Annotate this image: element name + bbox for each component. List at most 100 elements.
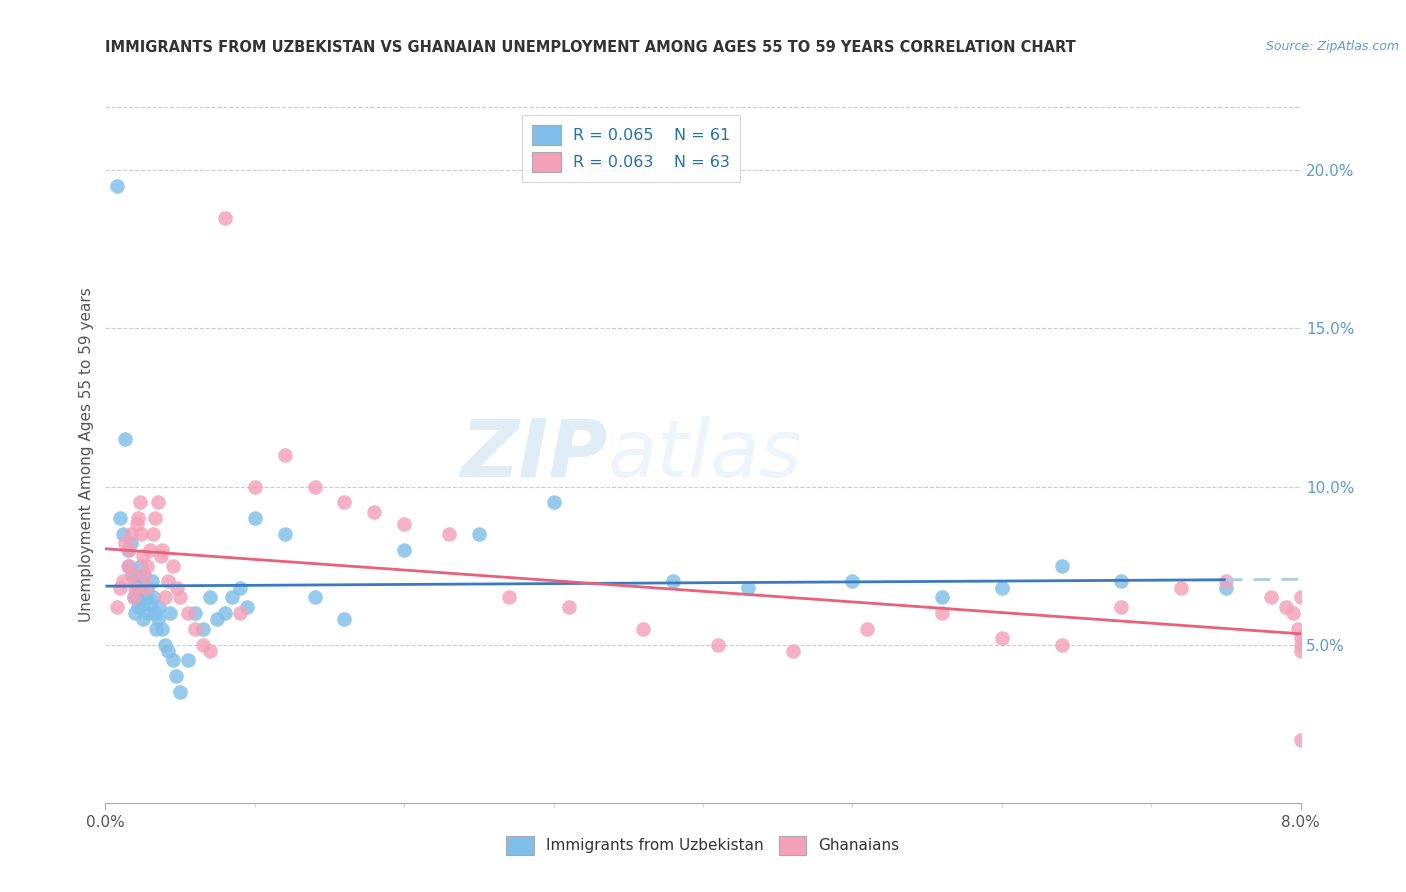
Point: [120, 527, 142, 541]
Point: [124, 574, 146, 589]
Point: [142, 591, 165, 605]
Point: [236, 599, 259, 614]
Point: [136, 581, 159, 595]
Text: IMMIGRANTS FROM UZBEKISTAN VS GHANAIAN UNEMPLOYMENT AMONG AGES 55 TO 59 YEARS CO: IMMIGRANTS FROM UZBEKISTAN VS GHANAIAN U…: [105, 40, 1076, 55]
Point: [107, 179, 129, 194]
Point: [631, 622, 654, 636]
Point: [143, 606, 166, 620]
Point: [662, 574, 685, 589]
Point: [146, 495, 169, 509]
Point: [155, 638, 177, 652]
Point: [184, 622, 207, 636]
Point: [107, 599, 129, 614]
Point: [149, 549, 172, 563]
Point: [110, 511, 132, 525]
Point: [214, 606, 236, 620]
Point: [1050, 638, 1073, 652]
Point: [229, 606, 252, 620]
Point: [150, 542, 173, 557]
Point: [155, 591, 177, 605]
Point: [157, 644, 180, 658]
Point: [191, 622, 214, 636]
Point: [333, 495, 356, 509]
Point: [176, 606, 198, 620]
Point: [856, 622, 879, 636]
Point: [221, 591, 243, 605]
Point: [136, 606, 159, 620]
Point: [112, 527, 135, 541]
Point: [1215, 574, 1237, 589]
Point: [191, 638, 214, 652]
Point: [931, 591, 953, 605]
Point: [243, 511, 266, 525]
Point: [143, 511, 166, 525]
Point: [304, 591, 326, 605]
Point: [1170, 581, 1192, 595]
Point: [1215, 581, 1237, 595]
Point: [110, 581, 132, 595]
Point: [132, 549, 155, 563]
Point: [162, 653, 184, 667]
Point: [1050, 558, 1073, 573]
Point: [363, 505, 385, 519]
Point: [125, 517, 148, 532]
Point: [198, 644, 221, 658]
Point: [243, 479, 266, 493]
Point: [118, 542, 141, 557]
Point: [394, 542, 416, 557]
Point: [214, 211, 236, 225]
Point: [141, 574, 163, 589]
Text: ZIP: ZIP: [460, 416, 607, 494]
Point: [990, 632, 1012, 646]
Point: [121, 568, 143, 582]
Point: [1111, 574, 1133, 589]
Point: [184, 606, 207, 620]
Point: [129, 527, 153, 541]
Point: [543, 495, 565, 509]
Point: [132, 597, 155, 611]
Point: [274, 448, 297, 462]
Point: [124, 606, 146, 620]
Point: [112, 574, 135, 589]
Point: [128, 495, 150, 509]
Point: [150, 622, 173, 636]
Point: [1260, 591, 1282, 605]
Point: [117, 558, 139, 573]
Point: [1282, 606, 1305, 620]
Point: [166, 581, 188, 595]
Legend: Immigrants from Uzbekistan, Ghanaians: Immigrants from Uzbekistan, Ghanaians: [501, 830, 905, 862]
Point: [129, 558, 153, 573]
Text: Source: ZipAtlas.com: Source: ZipAtlas.com: [1265, 40, 1399, 54]
Point: [132, 612, 155, 626]
Point: [990, 581, 1012, 595]
Point: [127, 511, 149, 525]
Point: [162, 558, 184, 573]
Point: [169, 591, 191, 605]
Point: [333, 612, 356, 626]
Y-axis label: Unemployment Among Ages 55 to 59 years: Unemployment Among Ages 55 to 59 years: [79, 287, 94, 623]
Point: [207, 612, 229, 626]
Point: [142, 527, 165, 541]
Point: [1286, 622, 1309, 636]
Point: [437, 527, 460, 541]
Point: [274, 527, 297, 541]
Point: [129, 581, 153, 595]
Point: [931, 606, 953, 620]
Point: [1289, 632, 1312, 646]
Point: [1289, 732, 1312, 747]
Point: [707, 638, 730, 652]
Point: [1289, 644, 1312, 658]
Point: [122, 591, 145, 605]
Point: [841, 574, 863, 589]
Point: [394, 517, 416, 532]
Point: [782, 644, 804, 658]
Point: [1289, 591, 1312, 605]
Point: [122, 591, 145, 605]
Point: [198, 591, 221, 605]
Text: atlas: atlas: [607, 416, 803, 494]
Point: [114, 432, 136, 446]
Point: [135, 581, 157, 595]
Point: [125, 581, 148, 595]
Point: [498, 591, 520, 605]
Point: [148, 599, 170, 614]
